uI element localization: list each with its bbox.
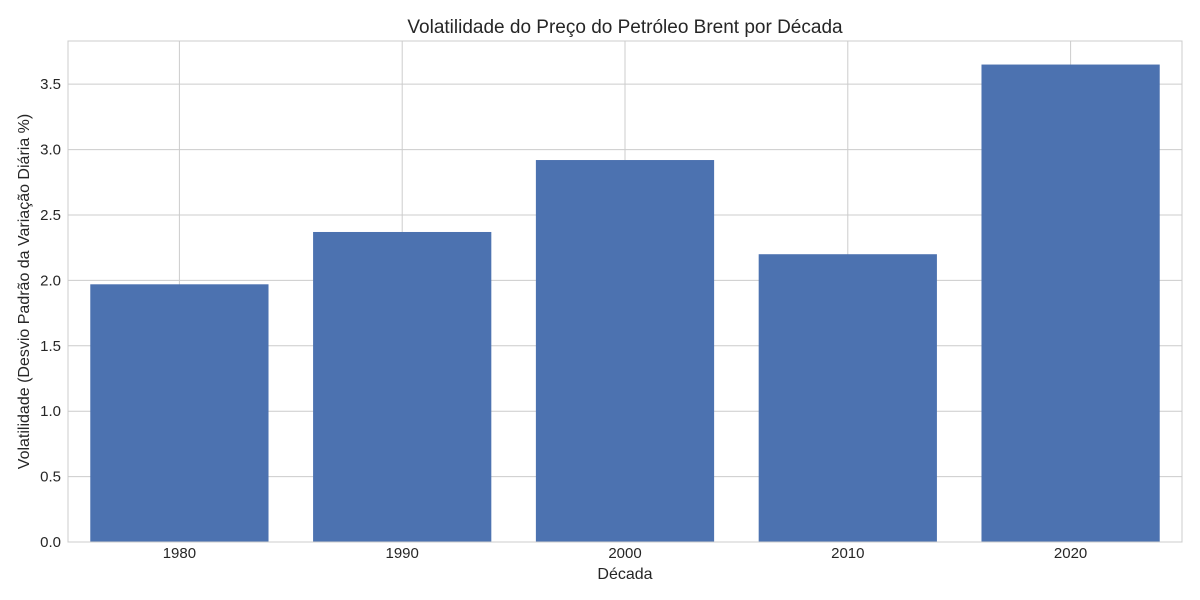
x-tick-label: 2020 (1054, 545, 1087, 562)
chart-title: Volatilidade do Preço do Petróleo Brent … (407, 17, 843, 38)
bar-2000 (535, 160, 715, 542)
y-tick-label: 0.5 (40, 469, 61, 486)
bar-2020 (981, 64, 1160, 543)
bars (90, 64, 1160, 543)
x-tick-label: 1980 (163, 545, 196, 562)
y-tick-label: 2.0 (40, 272, 61, 289)
x-tick-label: 2010 (831, 545, 864, 562)
x-axis-label: Década (597, 566, 652, 583)
y-tick-label: 1.0 (40, 403, 61, 420)
y-tick-label: 3.5 (40, 76, 61, 93)
y-tick-label: 1.5 (40, 338, 61, 355)
x-tick-label: 1990 (386, 545, 419, 562)
y-tick-label: 3.0 (40, 142, 61, 159)
bar-1990 (313, 231, 492, 542)
x-tick-label: 2000 (608, 545, 641, 562)
y-tick-label: 0.0 (40, 534, 61, 551)
bar-2010 (758, 254, 937, 543)
plot-frame (67, 40, 1183, 543)
bar-1980 (90, 284, 269, 542)
y-tick-label: 2.5 (40, 207, 61, 224)
y-axis-label: Volatilidade (Desvio Padrão da Variação … (16, 114, 33, 469)
tick-labels: 0.0 0.5 1.0 1.5 2.0 2.5 3.0 3.5 1980 1990 2000 2010… (40, 76, 1087, 562)
